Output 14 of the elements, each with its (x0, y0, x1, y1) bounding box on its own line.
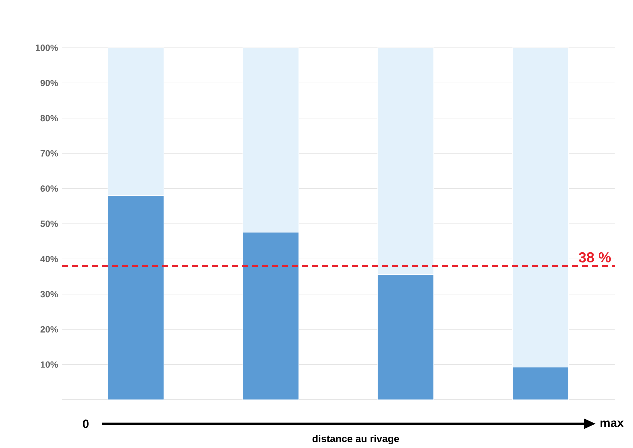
y-tick-label: 40% (40, 256, 58, 262)
text: max (600, 420, 624, 428)
ref-line-label: 38 % (578, 252, 612, 263)
y-tick-label: 70% (40, 150, 58, 157)
text: 0 (83, 420, 89, 428)
y-tick-label: 90% (40, 80, 58, 86)
x-axis-title: distance au rivage (312, 435, 400, 444)
y-tick-label: 20% (40, 326, 58, 333)
y-tick-label: 50% (40, 220, 58, 228)
y-tick-label: 80% (40, 115, 58, 122)
y-tick-label: 60% (40, 186, 58, 192)
y-tick-label: 30% (40, 291, 58, 298)
y-tick-label: 100% (36, 44, 58, 52)
y-tick-label: 10% (41, 362, 58, 368)
